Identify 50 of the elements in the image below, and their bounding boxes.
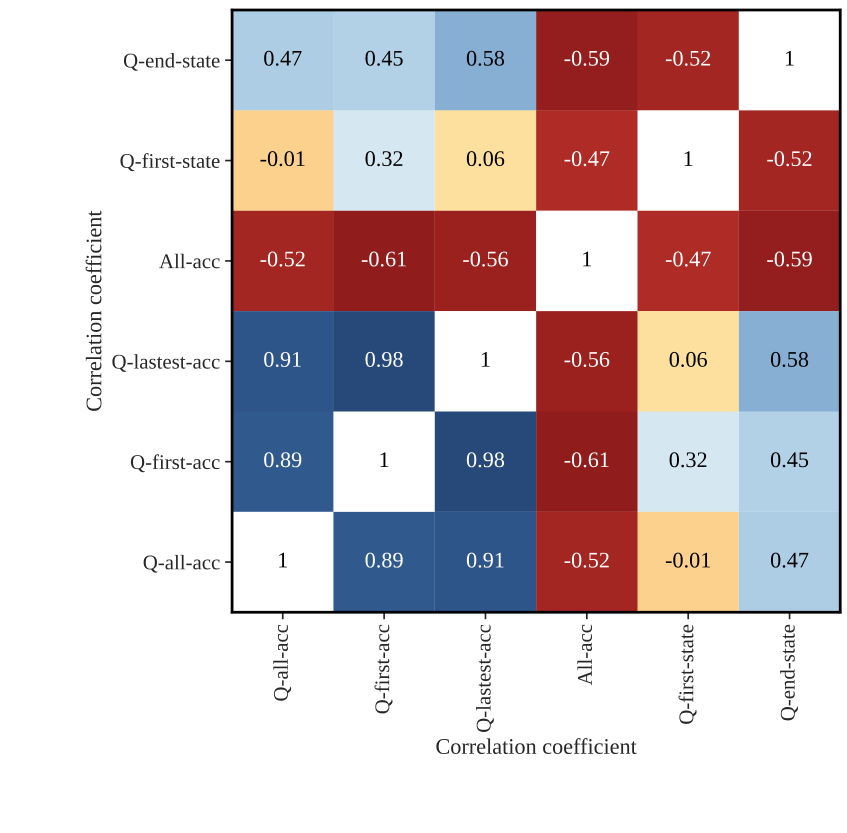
y-tick-label: Q-first-acc — [130, 454, 220, 472]
data-label: 0.89 — [366, 552, 403, 568]
data-label: 0.98 — [366, 352, 403, 367]
y-tick-label: Q-lastest-acc — [112, 354, 220, 372]
x-tick-label: Q-end-state — [780, 624, 798, 720]
text: 1 — [482, 352, 490, 367]
text: 1 — [380, 452, 388, 468]
y-tick-label: All-acc — [159, 254, 220, 268]
y-tick-label: Q-first-state — [120, 153, 220, 172]
y-tick-label: Q-all-acc — [144, 554, 220, 573]
data-label: 0.58 — [770, 352, 808, 367]
data-label: -0.59 — [767, 252, 812, 267]
data-label: -0.56 — [463, 252, 508, 267]
data-label: 0.32 — [670, 452, 706, 468]
text: 1 — [279, 552, 287, 568]
text: 1 — [684, 151, 692, 166]
x-tick-label: All-acc — [577, 624, 592, 686]
x-tick-label: Q-first-acc — [374, 624, 393, 714]
data-label: -0.56 — [564, 352, 610, 367]
data-label: 0.91 — [466, 552, 504, 568]
text: 1 — [583, 252, 592, 266]
data-label: -0.47 — [564, 151, 610, 166]
data-label: 0.32 — [366, 151, 402, 166]
x-axis-title: Correlation coefficient — [436, 738, 637, 754]
data-label: -0.52 — [767, 151, 812, 166]
data-label: -0.59 — [564, 50, 610, 66]
data-label: 0.45 — [770, 452, 808, 468]
data-label: 0.98 — [466, 452, 504, 468]
x-tick-label: Q-all-acc — [273, 624, 292, 701]
data-label: 0.47 — [264, 50, 302, 66]
data-label: 0.89 — [264, 452, 302, 468]
data-label: 0.06 — [670, 352, 707, 367]
x-tick-label: Q-first-state — [678, 624, 697, 724]
data-label: -0.61 — [362, 252, 406, 267]
data-label: 0.91 — [264, 352, 301, 367]
data-label: -0.61 — [564, 452, 609, 468]
data-label: 0.06 — [466, 151, 504, 166]
y-axis-title: Correlation coefficient — [86, 210, 102, 411]
text: 1 — [786, 50, 794, 66]
data-label: -0.52 — [564, 552, 609, 568]
data-label: -0.01 — [666, 552, 710, 568]
x-tick-label: Q-lastest-acc — [476, 624, 494, 732]
data-label: 0.58 — [466, 50, 504, 66]
data-label: -0.52 — [260, 252, 305, 267]
data-label: 0.47 — [770, 552, 808, 568]
data-label: 0.45 — [366, 50, 403, 66]
data-label: -0.47 — [666, 252, 711, 267]
data-label: -0.52 — [666, 50, 710, 66]
y-tick-label: Q-end-state — [124, 52, 220, 71]
data-label: -0.01 — [260, 151, 305, 166]
